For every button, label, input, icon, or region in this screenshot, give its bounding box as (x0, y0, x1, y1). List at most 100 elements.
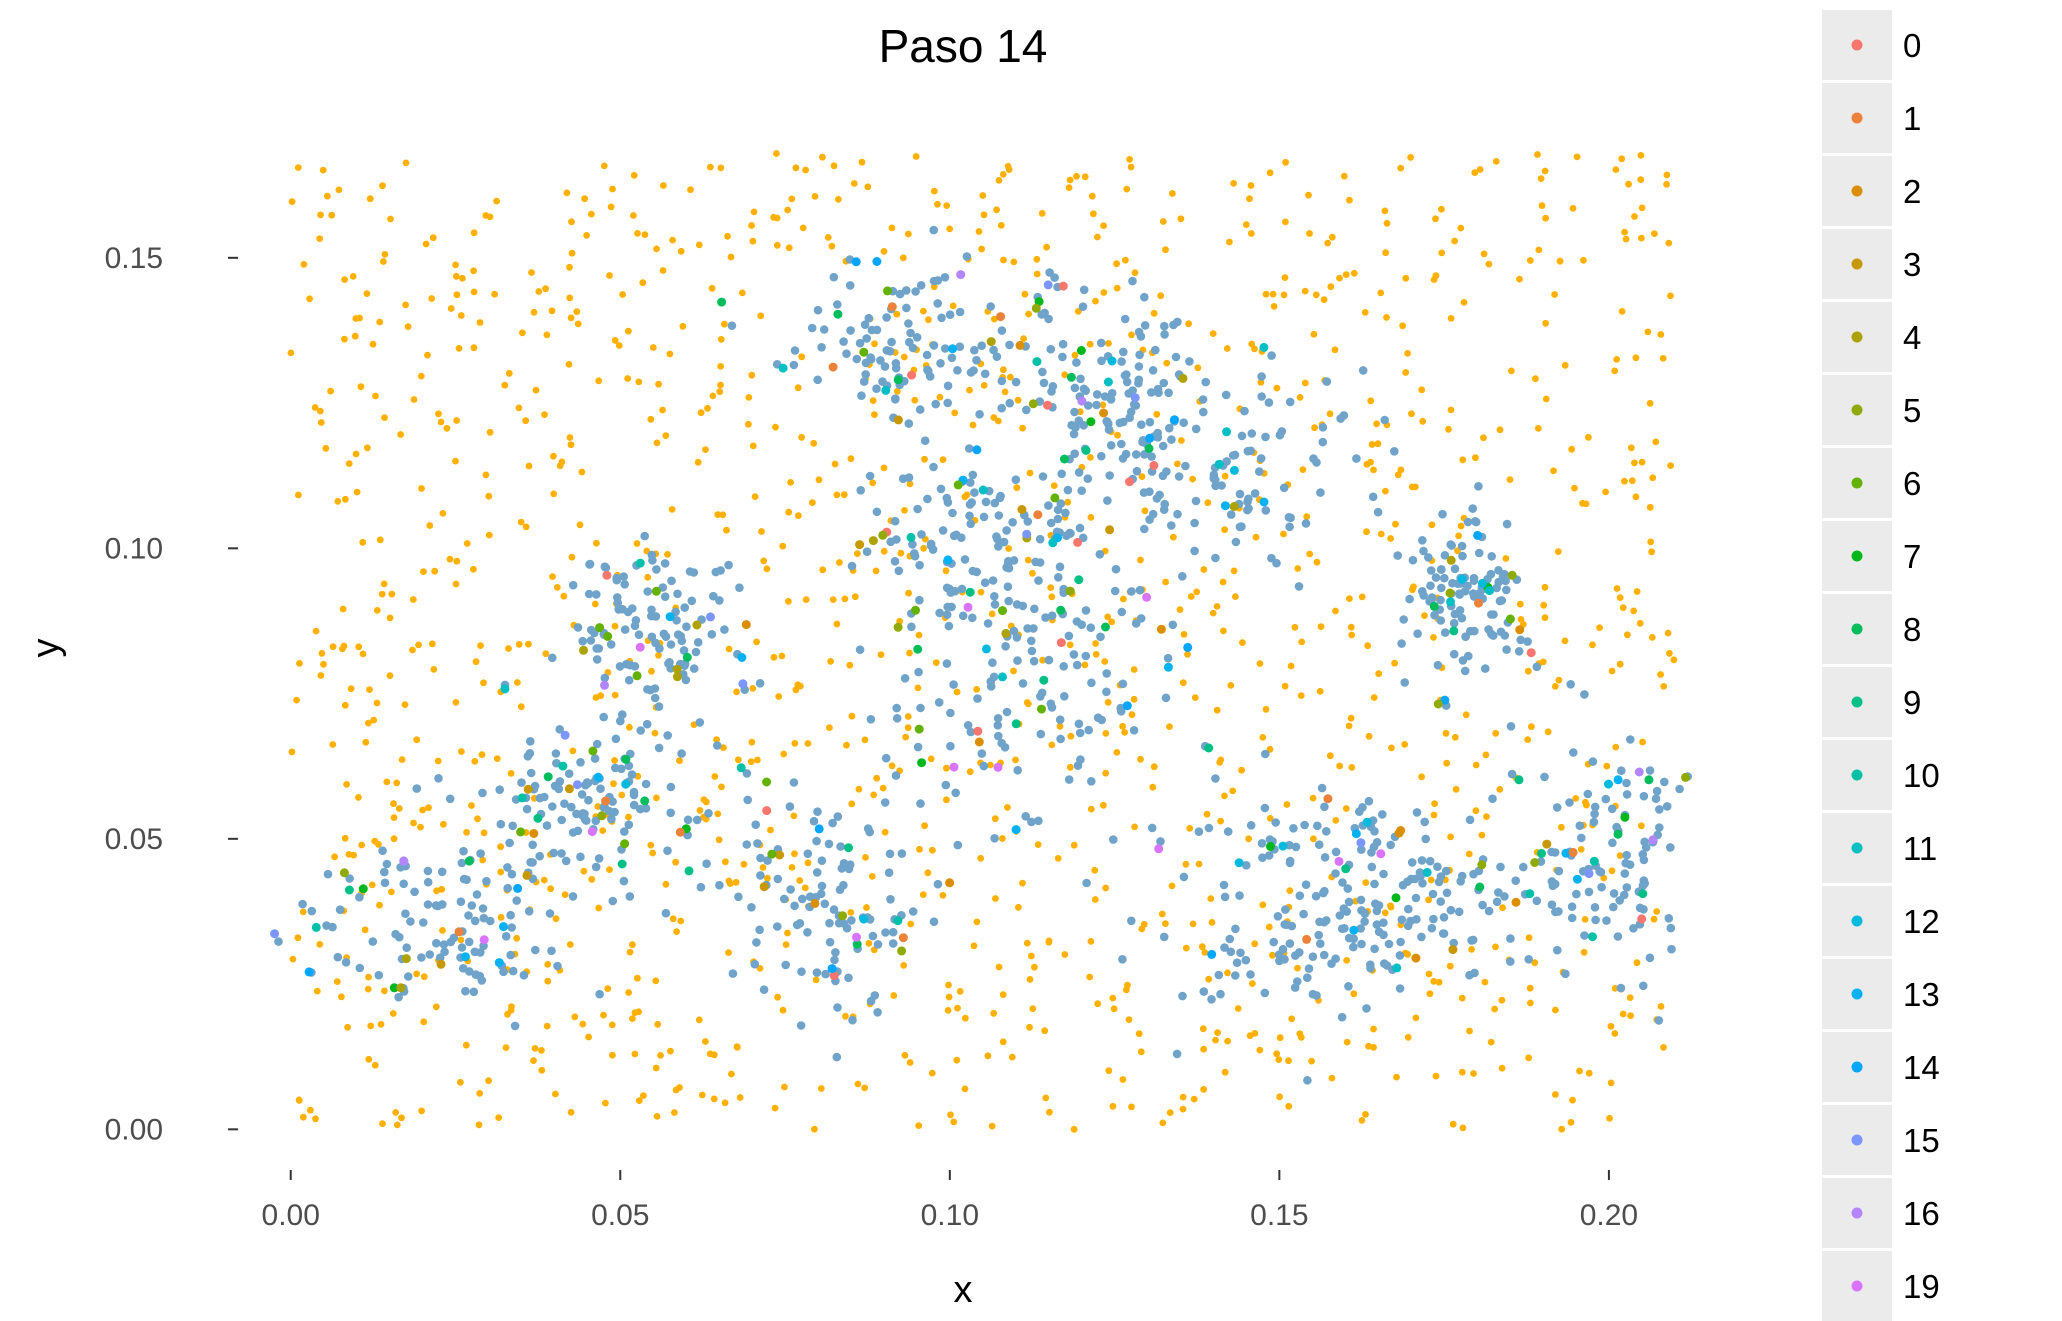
cluster-point (880, 798, 890, 807)
background-point (810, 439, 818, 447)
labelled-point (851, 257, 861, 267)
cluster-point (1082, 878, 1091, 888)
cluster-point (660, 592, 670, 601)
background-point (626, 723, 633, 731)
background-point (954, 1004, 961, 1012)
background-point (339, 645, 346, 653)
labelled-point (270, 929, 280, 939)
cluster-point (1055, 562, 1065, 572)
labelled-point (1620, 812, 1630, 822)
background-point (1418, 386, 1426, 394)
background-point (668, 506, 676, 513)
cluster-point (870, 991, 880, 1000)
cluster-point (1191, 424, 1201, 434)
cluster-point (1231, 537, 1241, 547)
cluster-point (592, 739, 602, 749)
background-point (1005, 545, 1012, 552)
cluster-point (1457, 613, 1467, 623)
cluster-point (1349, 942, 1358, 952)
labelled-point (1043, 400, 1052, 410)
background-point (432, 1003, 440, 1011)
background-point (417, 372, 425, 380)
background-point (1541, 614, 1549, 622)
background-point (654, 1020, 662, 1028)
background-point (1328, 233, 1336, 241)
background-point (470, 229, 478, 237)
background-point (1373, 420, 1380, 428)
cluster-point (1358, 803, 1367, 812)
cluster-point (1552, 803, 1562, 812)
cluster-point (465, 967, 474, 976)
background-point (595, 904, 603, 912)
background-point (1326, 410, 1334, 418)
background-point (1119, 722, 1126, 730)
cluster-point (908, 907, 918, 916)
cluster-point (968, 470, 978, 480)
background-point (927, 755, 935, 763)
cluster-point (592, 590, 601, 599)
background-point (782, 941, 790, 948)
cluster-point (1021, 812, 1030, 821)
cluster-point (591, 862, 601, 872)
background-point (317, 672, 325, 679)
background-point (906, 649, 913, 657)
labelled-point (1011, 719, 1021, 729)
background-point (753, 638, 760, 646)
background-point (1305, 191, 1312, 199)
labelled-point (998, 606, 1007, 616)
cluster-point (994, 511, 1004, 520)
background-point (1081, 661, 1089, 669)
cluster-point (1145, 417, 1155, 427)
cluster-point (1022, 405, 1031, 415)
background-point (1535, 246, 1543, 254)
background-point (519, 329, 526, 337)
background-point (351, 332, 359, 340)
cluster-point (1102, 669, 1111, 678)
cluster-point (1390, 447, 1399, 456)
background-point (1066, 641, 1074, 649)
cluster-point (1433, 862, 1442, 871)
background-point (550, 452, 557, 460)
labelled-point (358, 884, 368, 894)
cluster-point (993, 714, 1003, 723)
background-point (365, 1055, 373, 1063)
cluster-point (1356, 924, 1365, 933)
cluster-point (979, 512, 989, 522)
cluster-point (803, 928, 812, 937)
background-point (602, 1099, 609, 1107)
cluster-point (1484, 906, 1494, 916)
background-point (311, 404, 319, 411)
background-point (1208, 919, 1216, 926)
cluster-point (650, 684, 660, 693)
background-point (921, 455, 928, 463)
background-point (1213, 706, 1221, 714)
background-point (945, 981, 952, 989)
cluster-point (1366, 963, 1375, 973)
background-point (1048, 741, 1056, 749)
background-point (1370, 694, 1378, 701)
cluster-point (594, 854, 604, 863)
cluster-point (496, 819, 506, 829)
cluster-point (977, 749, 987, 758)
cluster-point (620, 827, 629, 836)
cluster-point (624, 820, 634, 829)
labelled-point (917, 758, 927, 768)
labelled-point (906, 532, 916, 542)
background-point (1256, 1046, 1264, 1054)
labelled-point (517, 793, 527, 803)
background-point (339, 605, 347, 613)
background-point (1596, 624, 1603, 631)
legend-key-dot (1851, 550, 1863, 562)
cluster-point (911, 287, 920, 296)
cluster-point (689, 664, 699, 673)
background-point (344, 1023, 351, 1031)
background-point (320, 660, 327, 668)
cluster-point (1437, 583, 1446, 593)
background-point (734, 756, 742, 764)
background-point (295, 1096, 303, 1104)
background-point (1262, 705, 1270, 713)
background-point (1282, 158, 1289, 166)
labelled-point (1229, 465, 1239, 475)
cluster-point (1147, 388, 1156, 397)
cluster-point (1243, 505, 1252, 515)
